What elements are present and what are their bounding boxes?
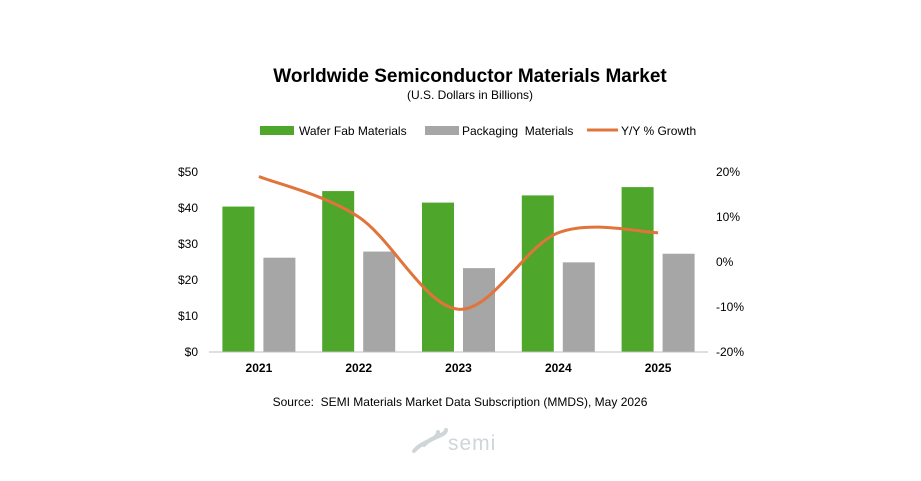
growth-line xyxy=(258,175,659,311)
semi-logo-icon xyxy=(412,428,448,453)
x-axis: 2021 2022 2023 2024 2025 xyxy=(246,361,672,375)
bar-wafer-fab xyxy=(322,191,355,352)
bar-wafer-fab xyxy=(422,202,454,352)
y-right-tick-label: -20% xyxy=(716,345,744,359)
y-axis-left: $0 $10 $20 $30 $40 $50 xyxy=(178,165,198,359)
y-right-tick-label: 0% xyxy=(716,255,734,269)
x-tick-label: 2023 xyxy=(445,361,472,375)
legend-swatch-wafer-fab xyxy=(260,126,294,135)
chart-subtitle: (U.S. Dollars in Billions) xyxy=(407,88,533,102)
y-left-tick-label: $30 xyxy=(178,237,198,251)
y-left-tick-label: $20 xyxy=(178,273,198,287)
growth-line-series xyxy=(258,175,659,311)
chart-title: Worldwide Semiconductor Materials Market xyxy=(273,66,667,87)
semi-logo: semi xyxy=(412,428,496,455)
semi-logo-text: semi xyxy=(448,432,496,455)
bar-packaging xyxy=(463,268,495,352)
legend-label-packaging: Packaging Materials xyxy=(462,124,573,138)
x-tick-label: 2022 xyxy=(345,361,372,375)
bar-packaging xyxy=(263,257,296,352)
bar-series xyxy=(222,187,695,352)
y-axis-right: -20% -10% 0% 10% 20% xyxy=(716,165,744,359)
bar-wafer-fab xyxy=(521,195,554,352)
y-left-tick-label: $50 xyxy=(178,165,198,179)
y-right-tick-label: -10% xyxy=(716,300,744,314)
x-tick-label: 2021 xyxy=(246,361,273,375)
legend-label-growth: Y/Y % Growth xyxy=(621,124,696,138)
legend-label-wafer-fab: Wafer Fab Materials xyxy=(299,124,407,138)
y-left-tick-label: $0 xyxy=(185,345,199,359)
bar-packaging xyxy=(562,262,595,352)
legend: Wafer Fab Materials Packaging Materials … xyxy=(260,124,696,138)
legend-swatch-packaging xyxy=(425,126,459,135)
x-tick-label: 2025 xyxy=(645,361,672,375)
bar-wafer-fab xyxy=(621,187,654,352)
y-left-tick-label: $10 xyxy=(178,309,198,323)
bar-packaging xyxy=(363,251,396,352)
source-note: Source: SEMI Materials Market Data Subsc… xyxy=(273,395,648,409)
y-right-tick-label: 20% xyxy=(716,165,740,179)
y-right-tick-label: 10% xyxy=(716,210,740,224)
bar-packaging xyxy=(662,253,695,352)
bar-wafer-fab xyxy=(222,206,255,352)
x-tick-label: 2024 xyxy=(545,361,572,375)
y-left-tick-label: $40 xyxy=(178,201,198,215)
